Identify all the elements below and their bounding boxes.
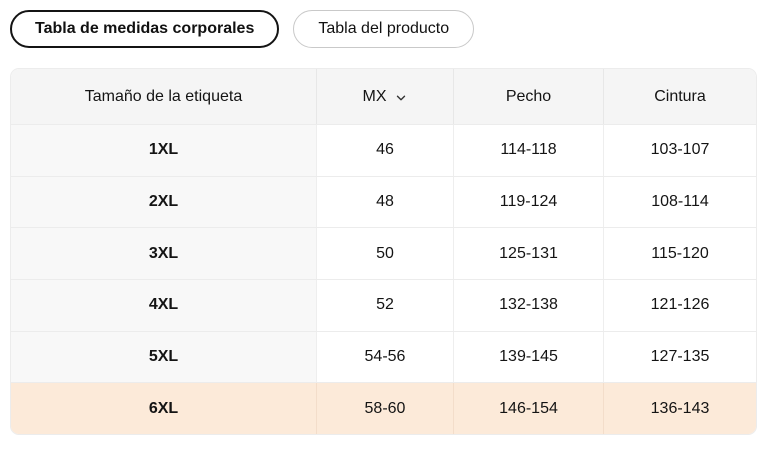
size-label: 6XL (148, 399, 179, 417)
size-label: 5XL (11, 331, 316, 383)
cintura-value: 121-126 (603, 280, 756, 331)
table-row: 4XL 52 132-138 121-126 (11, 279, 756, 331)
cintura-value: 136-143 (603, 383, 756, 435)
size-label: 4XL (11, 280, 316, 331)
mx-value: 50 (316, 228, 453, 280)
table-row: 1XL 46 114-118 103-107 (11, 124, 756, 176)
pecho-value: 132-138 (453, 280, 603, 331)
pecho-value: 139-145 (453, 331, 603, 383)
header-label-pecho: Pecho (453, 69, 603, 124)
mx-value: 48 (316, 176, 453, 228)
mx-value: 46 (316, 125, 453, 176)
table-body: 1XL 46 114-118 103-107 2XL 48 119-124 108-114 3X… (11, 124, 756, 435)
pecho-value: 119-124 (453, 176, 603, 228)
table-row: 3XL 50 125-131 115-120 (11, 227, 756, 280)
tab-body-measurements[interactable]: Tabla de medidas corporales (10, 10, 280, 48)
size-chart-panel: Tabla de medidas corporales Tabla del pr… (10, 10, 770, 436)
table-row: 6XL 58-60 146-154 136-143 (11, 382, 756, 435)
mx-value: 58-60 (316, 383, 453, 435)
unit-selector-value: MX (362, 87, 387, 105)
pecho-value: 146-154 (453, 383, 603, 435)
cintura-value: 115-120 (603, 228, 756, 280)
cintura-value: 103-107 (603, 125, 756, 176)
size-chart-tabs: Tabla de medidas corporales Tabla del pr… (10, 10, 770, 48)
pecho-value: 114-118 (453, 125, 603, 176)
tab-product-measurements[interactable]: Tabla del producto (293, 10, 475, 48)
header-label-size: Tamaño de la etiqueta (84, 87, 243, 105)
unit-selector-dropdown[interactable]: MX (316, 69, 453, 124)
size-label: 2XL (11, 176, 316, 228)
mx-value: 52 (316, 280, 453, 331)
size-label: 3XL (11, 228, 316, 280)
cintura-value: 127-135 (603, 331, 756, 383)
size-label: 1XL (11, 125, 316, 176)
header-label-cintura: Cintura (603, 69, 756, 124)
pecho-value: 125-131 (453, 228, 603, 280)
table-header-row: Tamaño de la etiqueta MX Pecho Cintura (11, 69, 756, 124)
table-row: 2XL 48 119-124 108-114 (11, 175, 756, 228)
mx-value: 54-56 (316, 331, 453, 383)
table-row: 5XL 54-56 139-145 127-135 (11, 330, 756, 383)
cintura-value: 108-114 (603, 176, 756, 228)
size-chart-table: Tamaño de la etiqueta MX Pecho Cintura 1… (10, 68, 757, 436)
chevron-down-icon (396, 95, 405, 100)
